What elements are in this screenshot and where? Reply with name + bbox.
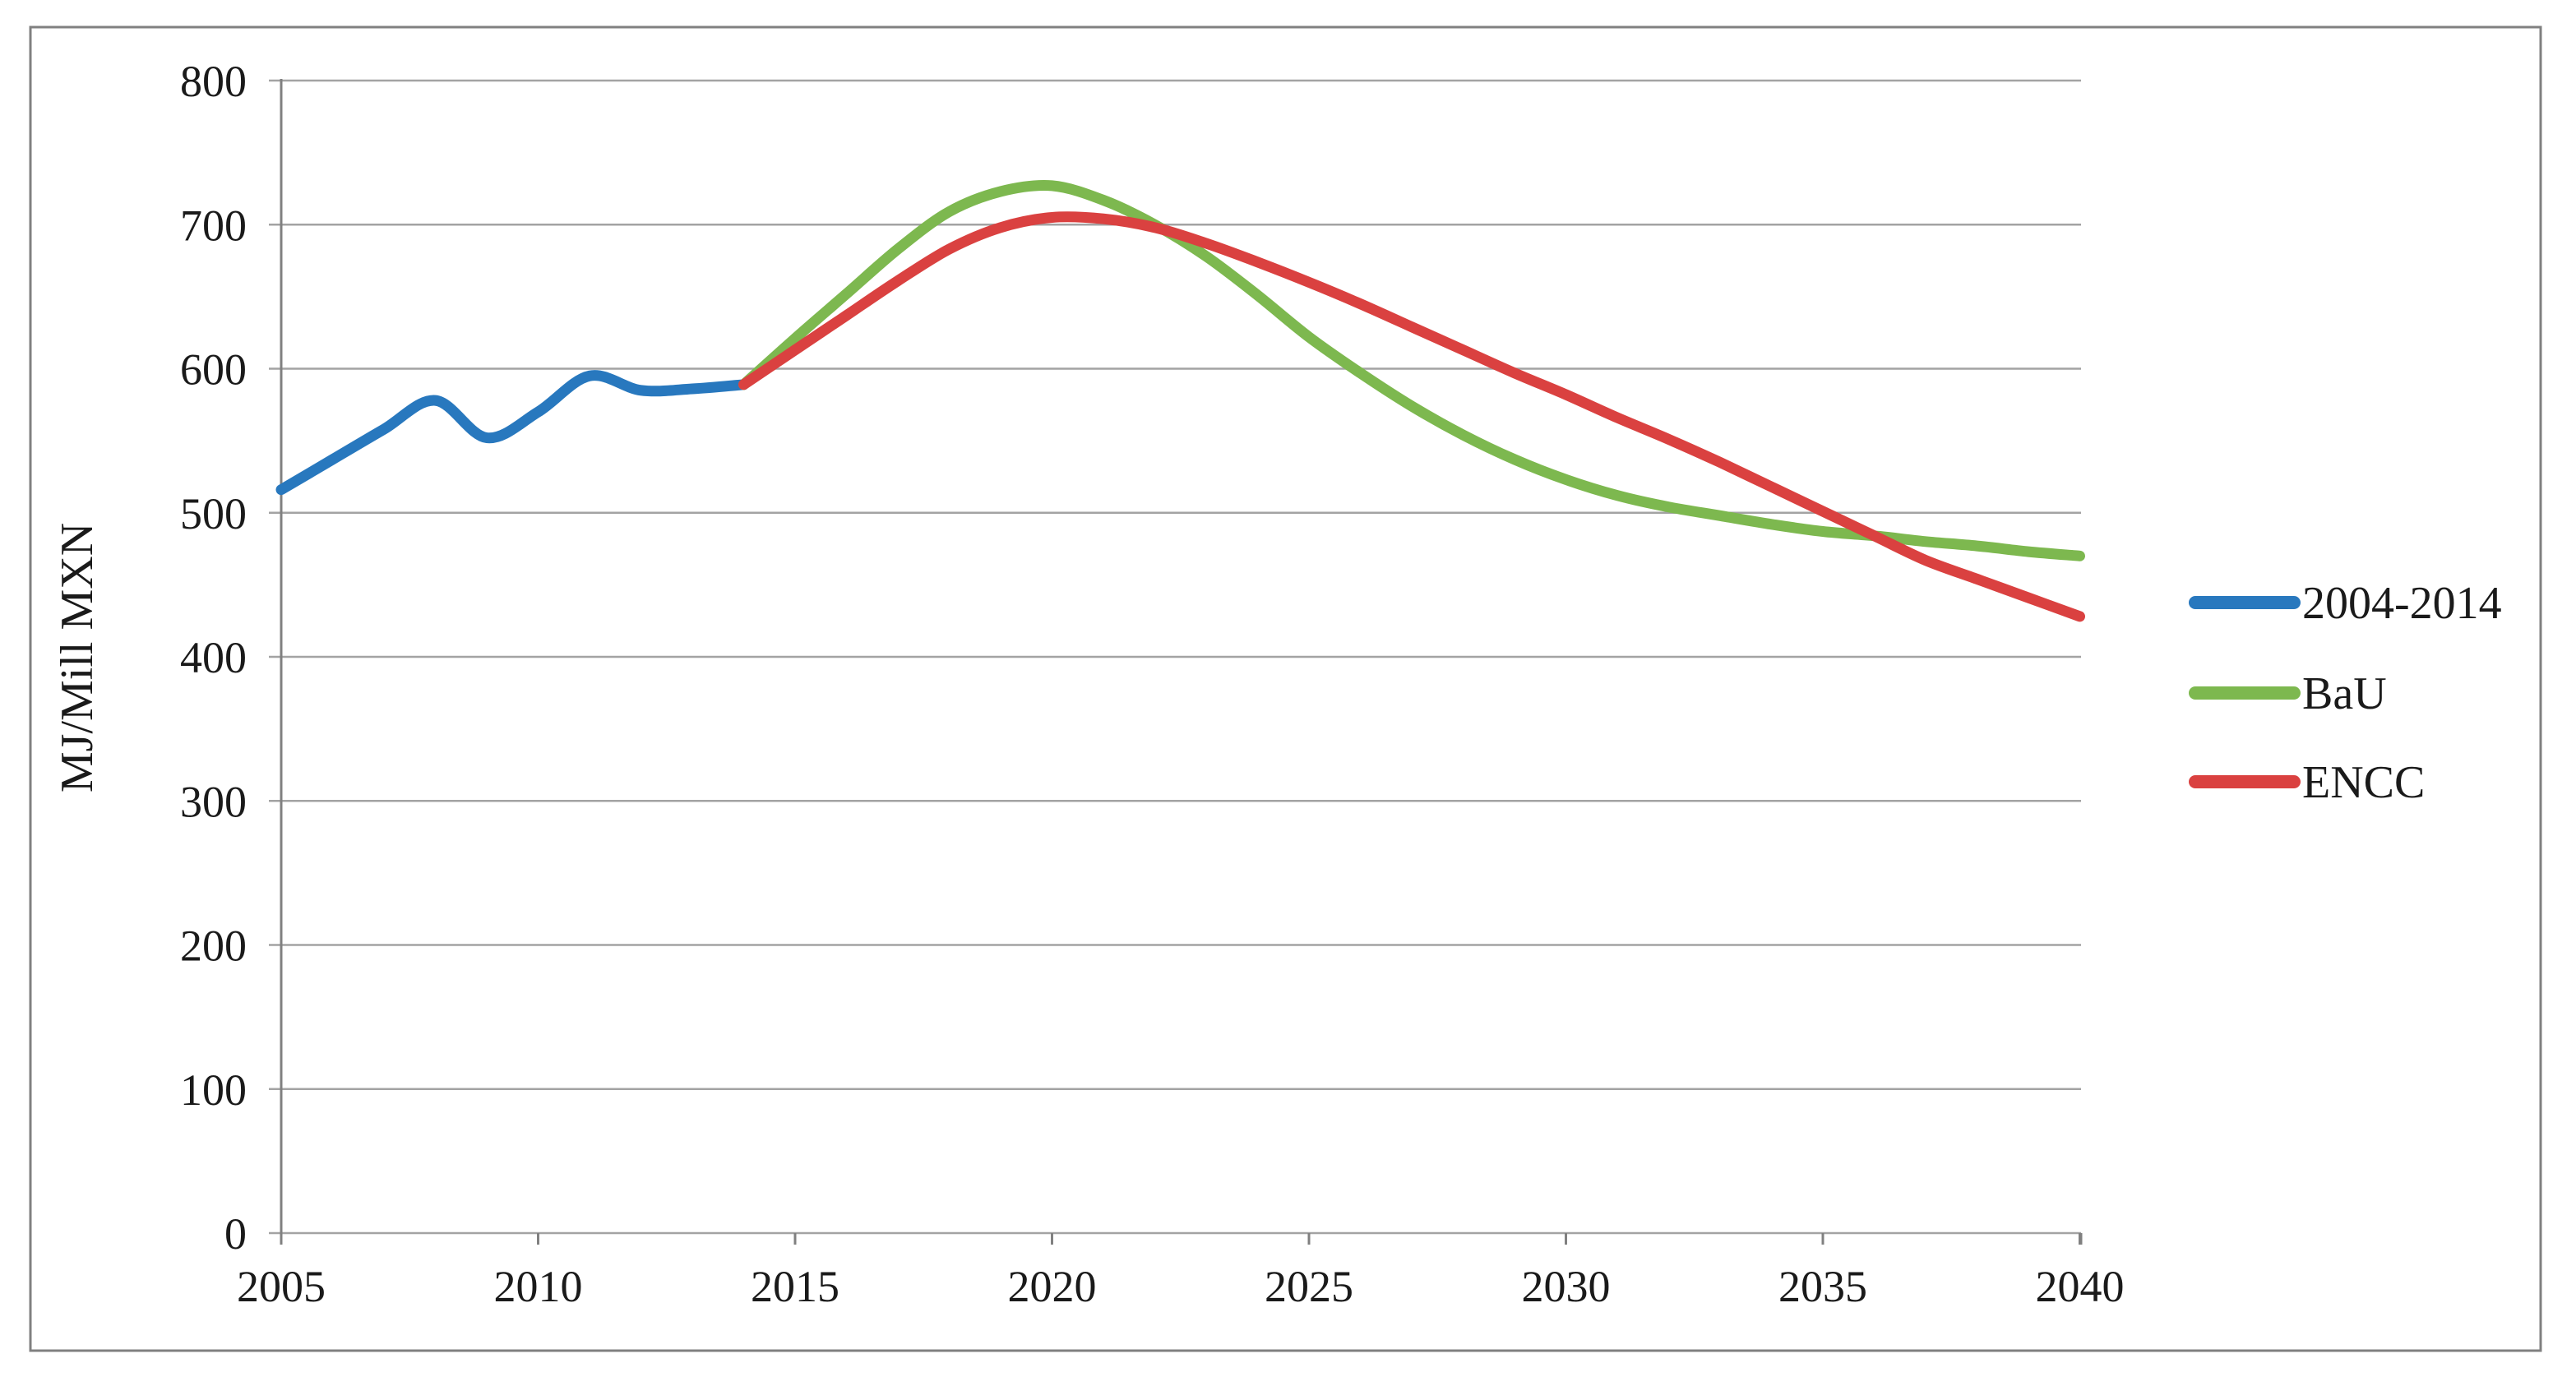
figure-border (29, 25, 2542, 1352)
y-tick-label-800: 800 (180, 57, 247, 106)
y-tick-label-500: 500 (180, 489, 247, 538)
legend-label-encc: ENCC (2302, 757, 2425, 808)
legend-label-bau: BaU (2302, 668, 2387, 719)
y-tick-label-0: 0 (224, 1209, 247, 1259)
axes (280, 79, 2083, 1245)
legend: 2004-2014 BaU ENCC (2189, 578, 2502, 808)
series-lines (275, 179, 2085, 622)
series-line-ENCC (738, 211, 2085, 622)
y-tick-label-400: 400 (180, 633, 247, 682)
y-tick-label-200: 200 (180, 922, 247, 971)
x-tick-label-2040: 2040 (2036, 1262, 2125, 1311)
x-tick-label-2010: 2010 (494, 1262, 583, 1311)
x-tick-label-2025: 2025 (1265, 1262, 1353, 1311)
x-tick-label-2015: 2015 (751, 1262, 839, 1311)
tick-labels: 0 100 200 300 400 500 600 700 800 2005 2010 2015 202… (180, 57, 2125, 1311)
series-line-2004-2014 (275, 370, 749, 496)
y-tick-label-300: 300 (180, 777, 247, 826)
x-tick-label-2020: 2020 (1008, 1262, 1097, 1311)
x-tick-label-2035: 2035 (1778, 1262, 1867, 1311)
series-line-BaU (738, 179, 2085, 561)
gridlines (269, 79, 2081, 1235)
y-tick-label-700: 700 (180, 201, 247, 250)
x-tick-label-2005: 2005 (237, 1262, 326, 1311)
y-tick-label-600: 600 (180, 345, 247, 395)
x-tick-label-2030: 2030 (1522, 1262, 1611, 1311)
y-tick-label-100: 100 (180, 1065, 247, 1115)
y-axis-title: MJ/Mill MXN (52, 523, 103, 792)
legend-label-2004-2014: 2004-2014 (2302, 578, 2502, 629)
